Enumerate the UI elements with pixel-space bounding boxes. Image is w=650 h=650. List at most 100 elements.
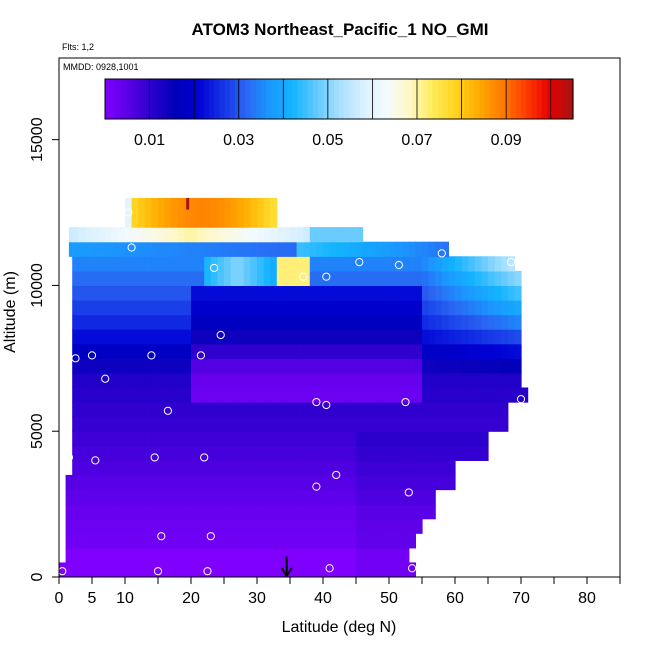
heatmap-cell bbox=[111, 372, 119, 389]
heatmap-cell bbox=[210, 329, 218, 345]
heatmap-cell bbox=[342, 329, 350, 345]
heatmap-cell bbox=[270, 241, 278, 257]
heatmap-cell bbox=[323, 227, 331, 243]
heatmap-cell bbox=[408, 489, 416, 505]
heatmap-cell bbox=[151, 314, 159, 330]
heatmap-cell bbox=[131, 256, 139, 272]
heatmap-cell bbox=[65, 562, 73, 577]
heatmap-cell bbox=[290, 533, 298, 549]
heatmap-cell bbox=[435, 402, 443, 418]
heatmap-cell bbox=[435, 329, 443, 345]
heatmap-cell bbox=[336, 402, 344, 418]
heatmap-cell bbox=[309, 547, 317, 564]
heatmap-cell bbox=[309, 562, 317, 577]
x-tick-label: 0 bbox=[55, 590, 64, 607]
heatmap-cell bbox=[131, 533, 139, 549]
heatmap-cell bbox=[389, 314, 397, 330]
heatmap-cell bbox=[422, 460, 430, 476]
heatmap-cell bbox=[342, 474, 350, 491]
heatmap-cell bbox=[362, 562, 370, 577]
x-tick-label: 50 bbox=[380, 590, 398, 607]
heatmap-cell bbox=[342, 358, 350, 374]
heatmap-cell bbox=[336, 241, 344, 257]
heatmap-cell bbox=[197, 227, 205, 243]
heatmap-cell bbox=[501, 256, 509, 272]
heatmap-cell bbox=[461, 416, 469, 432]
heatmap-cell bbox=[395, 372, 403, 389]
heatmap-cell bbox=[158, 314, 166, 330]
heatmap-cell bbox=[435, 474, 443, 491]
heatmap-cell bbox=[204, 329, 212, 345]
heatmap-cell bbox=[217, 314, 225, 330]
heatmap-cell bbox=[375, 445, 383, 461]
heatmap-cell bbox=[158, 416, 166, 432]
heatmap-cell bbox=[250, 285, 258, 301]
heatmap-cell bbox=[435, 416, 443, 432]
heatmap-cell bbox=[177, 533, 185, 549]
heatmap-cell bbox=[362, 241, 370, 257]
heatmap-cell bbox=[356, 431, 364, 447]
heatmap-cell bbox=[283, 300, 291, 316]
colorbar-swatch bbox=[328, 79, 335, 119]
heatmap-cell bbox=[415, 285, 423, 301]
heatmap-cell bbox=[92, 562, 100, 577]
heatmap-cell bbox=[164, 416, 172, 432]
colorbar-swatch bbox=[521, 79, 527, 119]
heatmap-cell bbox=[290, 358, 298, 374]
colorbar-swatch bbox=[313, 79, 319, 119]
heatmap-cell bbox=[362, 358, 370, 374]
heatmap-cell bbox=[230, 474, 238, 491]
heatmap-cell bbox=[72, 314, 80, 330]
heatmap-cell bbox=[342, 372, 350, 389]
colorbar-swatch bbox=[495, 79, 501, 119]
heatmap-cell bbox=[78, 285, 86, 301]
colorbar-swatch bbox=[536, 79, 543, 119]
heatmap-cell bbox=[257, 241, 265, 257]
heatmap-cell bbox=[369, 547, 377, 564]
heatmap-cell bbox=[309, 285, 317, 301]
heatmap-cell bbox=[78, 445, 86, 461]
heatmap-cell bbox=[111, 460, 119, 476]
heatmap-cell bbox=[276, 489, 284, 505]
heatmap-cell bbox=[243, 358, 251, 374]
heatmap-cell bbox=[184, 314, 192, 330]
heatmap-cell bbox=[85, 372, 93, 389]
heatmap-cell bbox=[455, 372, 463, 389]
heatmap-cell bbox=[276, 518, 284, 534]
heatmap-cell bbox=[131, 518, 139, 534]
heatmap-cell bbox=[92, 445, 100, 461]
heatmap-cell bbox=[276, 445, 284, 461]
heatmap-cell bbox=[303, 285, 311, 301]
heatmap-cell bbox=[329, 387, 337, 403]
heatmap-cell bbox=[111, 518, 119, 534]
heatmap-cell bbox=[342, 489, 350, 505]
colorbar-swatch bbox=[427, 79, 434, 119]
heatmap-cell bbox=[329, 460, 337, 476]
heatmap-cell bbox=[243, 270, 251, 287]
colorbar-swatch bbox=[131, 79, 137, 119]
heatmap-cell bbox=[494, 358, 502, 374]
heatmap-cell bbox=[507, 285, 515, 301]
heatmap-cell bbox=[171, 562, 179, 577]
heatmap-cell bbox=[164, 518, 172, 534]
heatmap-cell bbox=[72, 474, 80, 491]
heatmap-cell bbox=[270, 314, 278, 330]
heatmap-cell bbox=[303, 431, 311, 447]
colorbar-swatch bbox=[110, 79, 116, 119]
heatmap-cell bbox=[243, 343, 251, 359]
heatmap-cell bbox=[85, 358, 93, 374]
heatmap-cell bbox=[158, 285, 166, 301]
heatmap-cell bbox=[474, 372, 482, 389]
heatmap-cell bbox=[72, 533, 80, 549]
heatmap-cell bbox=[402, 343, 410, 359]
heatmap-cell bbox=[501, 343, 509, 359]
heatmap-cell bbox=[144, 416, 152, 432]
heatmap-cell bbox=[309, 489, 317, 505]
heatmap-cell bbox=[303, 372, 311, 389]
heatmap-cell bbox=[171, 285, 179, 301]
heatmap-cell bbox=[125, 402, 133, 418]
heatmap-cell bbox=[197, 431, 205, 447]
heatmap-cell bbox=[448, 387, 456, 403]
heatmap-cell bbox=[111, 387, 119, 403]
heatmap-cell bbox=[257, 372, 265, 389]
